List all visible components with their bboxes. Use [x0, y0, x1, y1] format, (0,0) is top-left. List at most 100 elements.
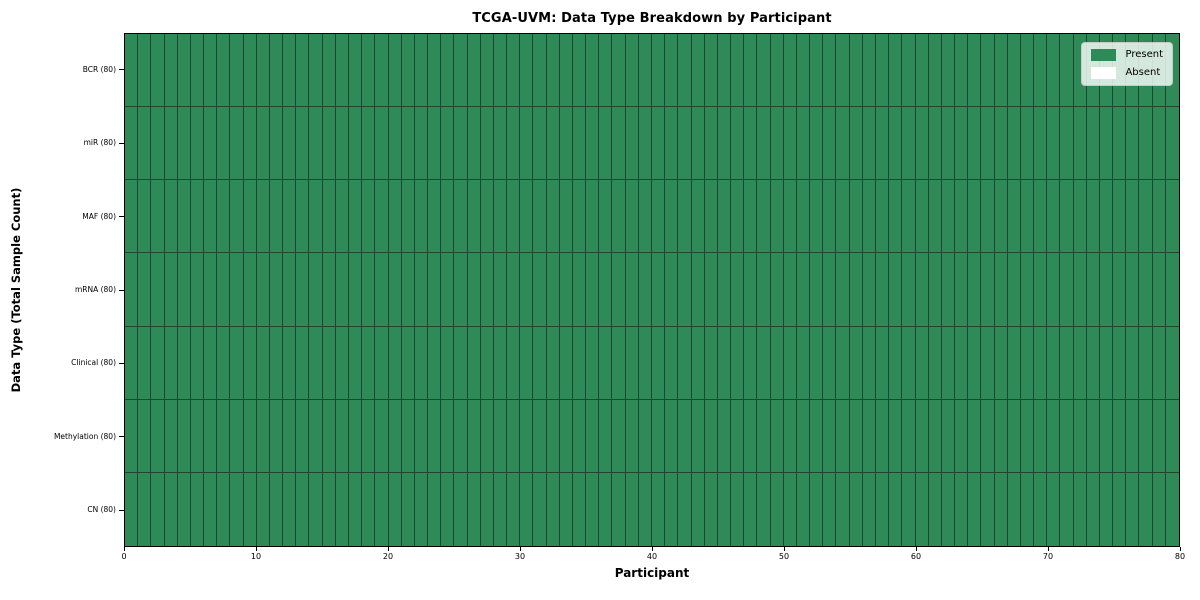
heatmap-cell — [533, 34, 547, 108]
heatmap-cell — [1047, 34, 1061, 108]
heatmap-cell — [744, 399, 758, 473]
heatmap-cell — [928, 107, 942, 181]
heatmap-cell — [414, 180, 429, 254]
heatmap-cell — [1060, 253, 1074, 327]
heatmap-cell — [744, 107, 758, 181]
heatmap-cell — [164, 253, 178, 327]
heatmap-cell — [428, 399, 442, 473]
heatmap-cell — [1152, 399, 1166, 473]
heatmap-cell — [638, 180, 652, 254]
heatmap-cell — [652, 326, 666, 400]
heatmap-cell — [1099, 253, 1114, 327]
heatmap-cell — [941, 326, 956, 400]
heatmap-cell — [309, 472, 323, 546]
heatmap-cell — [1113, 107, 1127, 181]
plot-area: Present Absent — [124, 33, 1180, 547]
heatmap-cell — [559, 180, 573, 254]
heatmap-cell — [283, 180, 297, 254]
heatmap-cell — [375, 399, 389, 473]
heatmap-cell — [190, 34, 205, 108]
heatmap-cell — [1099, 326, 1114, 400]
heatmap-cell — [757, 326, 771, 400]
heatmap-cell — [533, 399, 547, 473]
heatmap-cell — [1113, 253, 1127, 327]
heatmap-cell — [546, 253, 560, 327]
heatmap-cell — [1034, 399, 1048, 473]
heatmap-cell — [362, 34, 376, 108]
heatmap-cell — [981, 180, 995, 254]
heatmap-cell — [559, 399, 573, 473]
heatmap-cell — [269, 253, 284, 327]
heatmap-cell — [928, 472, 942, 546]
legend-swatch-absent — [1091, 67, 1117, 79]
heatmap-cell — [362, 326, 376, 400]
heatmap-cell — [1099, 472, 1114, 546]
heatmap-cell — [480, 253, 494, 327]
heatmap-cell — [546, 326, 560, 400]
heatmap-cell — [309, 326, 323, 400]
heatmap-cell — [217, 180, 231, 254]
heatmap-cell — [678, 34, 692, 108]
heatmap-cell — [520, 472, 534, 546]
heatmap-cell — [849, 399, 863, 473]
heatmap-cell — [375, 107, 389, 181]
heatmap-cell — [1139, 107, 1153, 181]
heatmap-cell — [428, 253, 442, 327]
heatmap-cell — [796, 180, 811, 254]
heatmap-cell — [1060, 326, 1074, 400]
heatmap-cell — [467, 107, 481, 181]
heatmap-cell — [770, 472, 784, 546]
heatmap-cell — [190, 253, 205, 327]
y-tick-label: Methylation (80) — [53, 431, 116, 441]
heatmap-cell — [204, 326, 218, 400]
heatmap-cell — [691, 107, 705, 181]
heatmap-cell — [704, 472, 718, 546]
heatmap-cell — [994, 326, 1008, 400]
heatmap-cell — [928, 326, 942, 400]
heatmap-cell — [994, 34, 1008, 108]
heatmap-cell — [599, 253, 613, 327]
heatmap-cell — [533, 107, 547, 181]
heatmap-cell — [862, 326, 876, 400]
heatmap-cell — [480, 472, 494, 546]
heatmap-cell — [652, 253, 666, 327]
heatmap-cell — [1007, 34, 1021, 108]
heatmap-cell — [572, 180, 587, 254]
x-tick-mark — [1179, 547, 1181, 551]
heatmap-cell — [138, 472, 152, 546]
heatmap-cell — [757, 472, 771, 546]
heatmap-cell — [520, 326, 534, 400]
heatmap-cell — [941, 34, 956, 108]
heatmap-cell — [704, 107, 718, 181]
heatmap-cell — [441, 180, 455, 254]
heatmap-cell — [902, 107, 916, 181]
heatmap-cell — [493, 326, 508, 400]
heatmap-cell — [507, 107, 521, 181]
heatmap-cell — [559, 107, 573, 181]
heatmap-cell — [493, 399, 508, 473]
heatmap-cell — [823, 253, 837, 327]
x-axis-label: Participant — [614, 566, 690, 580]
heatmap-cell — [1020, 472, 1035, 546]
x-tick-label: 50 — [778, 552, 790, 561]
heatmap-cell — [309, 180, 323, 254]
heatmap-cell — [533, 326, 547, 400]
heatmap-cell — [454, 34, 468, 108]
heatmap-cell — [1099, 107, 1114, 181]
heatmap-cell — [414, 472, 429, 546]
heatmap-cell — [665, 253, 679, 327]
heatmap-cell — [599, 34, 613, 108]
x-tick-label: 0 — [121, 552, 127, 561]
heatmap-cell — [823, 34, 837, 108]
heatmap-cell — [125, 107, 139, 181]
heatmap-cell — [441, 107, 455, 181]
heatmap-cell — [744, 472, 758, 546]
heatmap-cell — [493, 107, 508, 181]
heatmap-cell — [1034, 253, 1048, 327]
heatmap-cell — [849, 34, 863, 108]
heatmap-cell — [770, 34, 784, 108]
heatmap-cell — [309, 253, 323, 327]
heatmap-cell — [849, 472, 863, 546]
heatmap-cell — [533, 180, 547, 254]
heatmap-cell — [652, 107, 666, 181]
